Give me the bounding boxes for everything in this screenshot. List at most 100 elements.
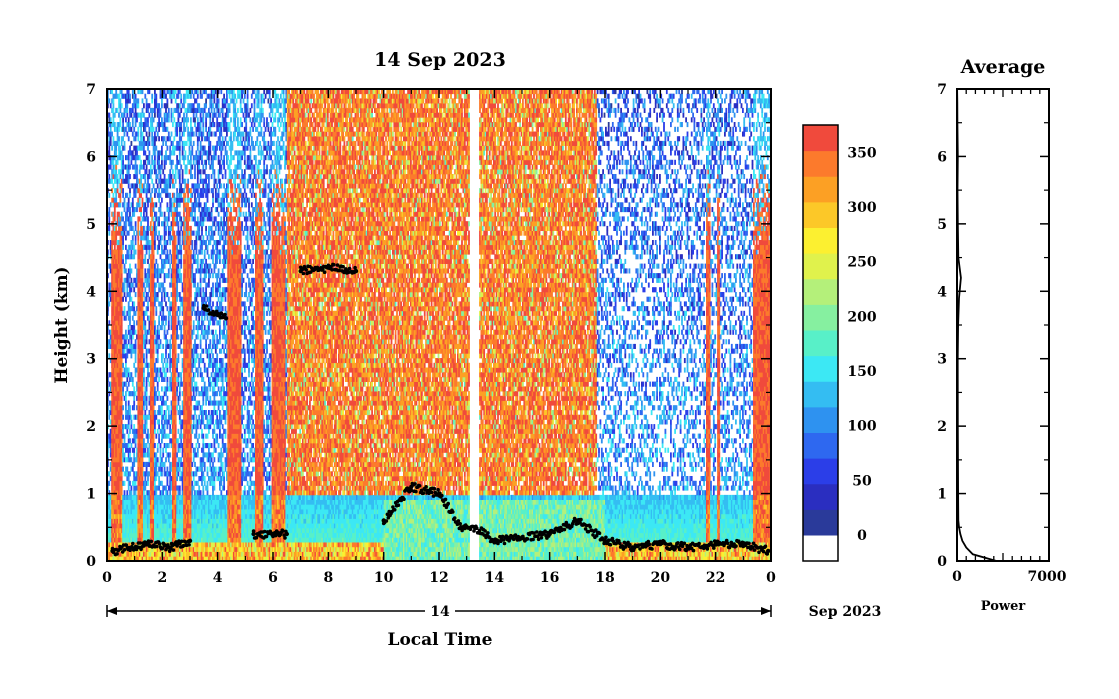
heatmap-cell [136, 117, 138, 122]
heatmap-cell [121, 292, 123, 297]
heatmap-cell [154, 235, 156, 240]
heatmap-cell [120, 221, 122, 226]
heatmap-cell [147, 202, 149, 207]
heatmap-cell [118, 127, 120, 132]
heatmap-cell [171, 207, 173, 212]
heatmap-cell [150, 221, 152, 226]
heatmap-cell [180, 245, 182, 250]
heatmap-cell [133, 245, 135, 250]
heatmap-cell [175, 415, 177, 420]
heatmap-cell [121, 490, 123, 495]
heatmap-cell [175, 457, 177, 462]
heatmap-cell [121, 476, 123, 481]
heatmap-cell [129, 316, 131, 321]
heatmap-cell [125, 245, 127, 250]
heatmap-cell [168, 405, 170, 410]
heatmap-cell [128, 325, 130, 330]
heatmap-cell [135, 490, 137, 495]
heatmap-cell [113, 103, 115, 108]
heatmap-cell [160, 287, 162, 292]
heatmap-cell [108, 216, 110, 221]
heatmap-cell [160, 193, 162, 198]
heatmap-cell [124, 434, 126, 439]
heatmap-cell [142, 457, 144, 462]
heatmap-cell [124, 349, 126, 354]
heatmap-cell [179, 141, 181, 146]
heatmap-cell [140, 179, 142, 184]
heatmap-cell [153, 358, 155, 363]
heatmap-cell [176, 165, 178, 170]
heatmap-cell [171, 117, 173, 122]
heatmap-cell [129, 122, 131, 127]
heatmap-cell [161, 301, 163, 306]
heatmap-cell [128, 419, 130, 424]
heatmap-cell [185, 198, 187, 203]
heatmap-cell [172, 169, 174, 174]
heatmap-cell [131, 127, 133, 132]
heatmap-cell [176, 132, 178, 137]
heatmap-cell [179, 490, 181, 495]
heatmap-cell [185, 150, 187, 155]
heatmap-cell [186, 169, 188, 174]
heatmap-cell [165, 160, 167, 165]
heatmap-cell [187, 117, 189, 122]
heatmap-cell [158, 198, 160, 203]
heatmap-cell [132, 226, 134, 231]
heatmap-cell [108, 207, 110, 212]
heatmap-cell [176, 325, 178, 330]
heatmap-cell [157, 386, 159, 391]
heatmap-cell [115, 193, 117, 198]
heatmap-cell [169, 490, 171, 495]
heatmap-cell [179, 405, 181, 410]
heatmap-cell [147, 438, 149, 443]
heatmap-cell [179, 240, 181, 245]
heatmap-cell [143, 183, 145, 188]
heatmap-cell [161, 155, 163, 160]
heatmap-cell [139, 155, 141, 160]
heatmap-cell [117, 174, 119, 179]
heatmap-cell [121, 339, 123, 344]
heatmap-cell [165, 231, 167, 236]
heatmap-cell [173, 150, 175, 155]
heatmap-cell [142, 330, 144, 335]
heatmap-cell [146, 207, 148, 212]
heatmap-cell [147, 216, 149, 221]
heatmap-cell [121, 438, 123, 443]
heatmap-cell [180, 183, 182, 188]
heatmap-cell [161, 198, 163, 203]
heatmap-cell [139, 202, 141, 207]
heatmap-cell [155, 179, 157, 184]
heatmap-cell [146, 339, 148, 344]
heatmap-cell [125, 363, 127, 368]
heatmap-cell [180, 377, 182, 382]
heatmap-cell [146, 353, 148, 358]
heatmap-cell [178, 358, 180, 363]
heatmap-cell [151, 198, 153, 203]
heatmap-cell [175, 443, 177, 448]
heatmap-cell [140, 240, 142, 245]
heatmap-cell [171, 174, 173, 179]
heatmap-cell [118, 113, 120, 118]
heatmap-cell [122, 448, 124, 453]
heatmap-cell [155, 377, 157, 382]
heatmap-cell [124, 452, 126, 457]
heatmap-cell [175, 240, 177, 245]
heatmap-cell [161, 150, 163, 155]
heatmap-cell [155, 94, 157, 99]
heatmap-cell [122, 136, 124, 141]
heatmap-cell [157, 278, 159, 283]
heatmap-cell [175, 396, 177, 401]
heatmap-cell [157, 462, 159, 467]
heatmap-cell [146, 382, 148, 387]
heatmap-cell [153, 405, 155, 410]
heatmap-cell [129, 448, 131, 453]
heatmap-cell [122, 169, 124, 174]
heatmap-cell [131, 419, 133, 424]
heatmap-cell [144, 486, 146, 491]
heatmap-cell [176, 287, 178, 292]
heatmap-cell [154, 132, 156, 137]
heatmap-cell [179, 155, 181, 160]
heatmap-cell [169, 349, 171, 354]
heatmap-cell [162, 141, 164, 146]
heatmap-cell [118, 136, 120, 141]
